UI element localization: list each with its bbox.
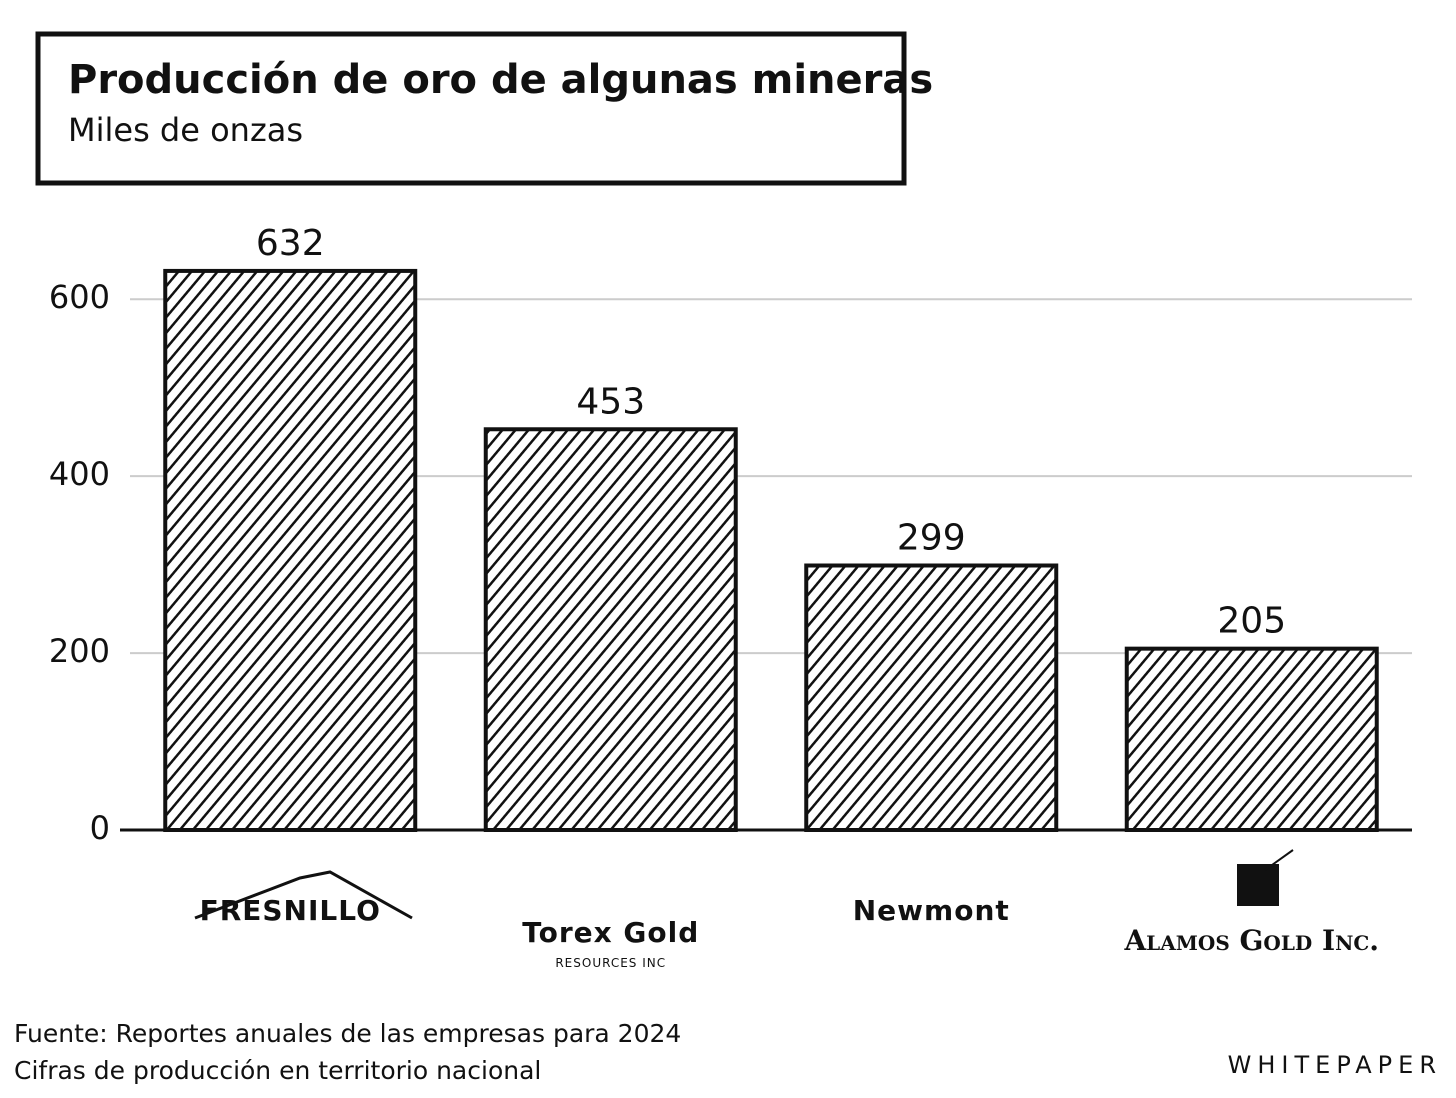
value-label: 632 [256,223,325,264]
logo-shape [194,870,413,920]
logo-shape [1237,849,1294,906]
bar [1124,646,1379,833]
y-tick-label: 400 [49,455,110,493]
value-label: 205 [1217,601,1286,642]
y-tick-label: 200 [49,632,110,670]
value-label: 299 [897,518,966,559]
chart-subtitle: Miles de onzas [68,111,303,149]
value-label: 453 [576,381,645,422]
y-tick-label: 600 [49,278,110,316]
x-tick-label: Newmont [852,894,1010,927]
bar [163,268,418,832]
bar [804,563,1059,832]
note: Cifras de producción en territorio nacio… [14,1056,541,1085]
brand: WHITEPAPER [1228,1051,1442,1079]
x-tick-label: Torex Gold RESOURCES INC [522,916,700,970]
source: Fuente: Reportes anuales de las empresas… [14,1019,681,1048]
x-tick-label: Alamos Gold Inc. [1124,924,1380,957]
bar [483,427,738,832]
x-tick-label: FRESNILLO [199,894,381,927]
chart-title: Producción de oro de algunas mineras [68,57,933,103]
title-box [35,31,907,186]
y-tick-label: 0 [90,809,110,847]
